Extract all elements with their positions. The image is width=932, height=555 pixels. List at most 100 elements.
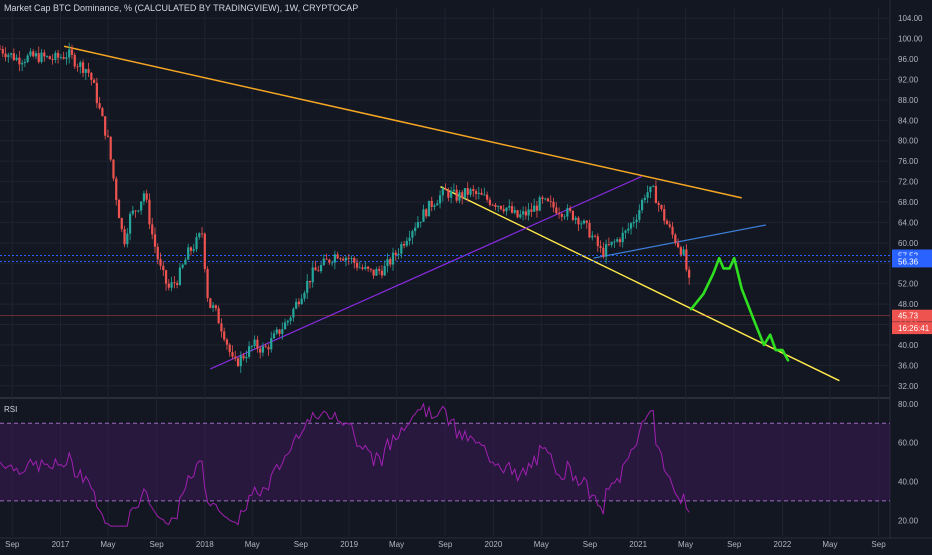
candle-body xyxy=(339,258,342,260)
candle-body xyxy=(577,217,580,225)
candle-body xyxy=(206,268,209,299)
candle-body xyxy=(505,207,508,212)
candle-body xyxy=(533,205,536,212)
candle-body xyxy=(212,305,215,308)
candle-body xyxy=(198,233,201,238)
x-tick-label: 2022 xyxy=(774,540,792,549)
candle-body xyxy=(602,247,605,257)
candle-body xyxy=(571,210,575,220)
candle-body xyxy=(0,48,2,50)
candle-body xyxy=(101,108,104,117)
candle-body xyxy=(610,241,613,245)
candle-body xyxy=(347,257,350,259)
candle-body xyxy=(519,214,522,218)
candle-body xyxy=(281,329,284,334)
y-tick-label: 96.00 xyxy=(898,55,919,64)
candle-body xyxy=(189,247,193,251)
candle-body xyxy=(7,54,10,58)
candle-body xyxy=(123,229,126,245)
candle-body xyxy=(355,262,359,268)
x-tick-label: Sep xyxy=(727,540,742,549)
candle-body xyxy=(328,259,331,263)
candle-body xyxy=(192,249,195,251)
candle-body xyxy=(350,258,353,259)
candle-body xyxy=(682,249,685,255)
x-tick-label: Sep xyxy=(294,540,309,549)
candle-body xyxy=(57,52,60,58)
candle-body xyxy=(120,218,123,230)
candle-body xyxy=(461,192,464,198)
trendline-lower[interactable] xyxy=(440,186,840,382)
x-tick-label: May xyxy=(100,540,115,549)
rsi-tick-label: 20.00 xyxy=(898,516,919,525)
candle-body xyxy=(195,237,198,250)
candle-body xyxy=(441,188,444,196)
candle-body xyxy=(151,224,154,235)
candle-body xyxy=(322,258,325,265)
candle-body xyxy=(544,198,547,200)
candle-body xyxy=(638,210,641,220)
trendline-blue[interactable] xyxy=(593,224,766,259)
candle-body xyxy=(405,240,408,246)
candle-body xyxy=(671,226,674,235)
candle-body xyxy=(613,241,616,243)
candle-body xyxy=(220,323,223,332)
x-tick-label: 2017 xyxy=(52,540,70,549)
candle-body xyxy=(618,239,622,243)
candle-body xyxy=(375,269,378,276)
candle-body xyxy=(438,195,442,204)
candle-body xyxy=(433,205,436,207)
x-tick-label: 2019 xyxy=(340,540,358,549)
candle-body xyxy=(90,72,93,80)
candle-body xyxy=(159,259,162,266)
candle-body xyxy=(663,209,666,221)
trendline-resistance[interactable] xyxy=(63,45,742,199)
rsi-tick-label: 60.00 xyxy=(898,439,919,448)
candle-body xyxy=(242,355,245,359)
trendline-support[interactable] xyxy=(210,175,642,370)
candle-body xyxy=(32,51,35,57)
price-badge xyxy=(892,322,932,335)
candle-body xyxy=(674,234,677,243)
candle-body xyxy=(142,193,146,202)
candle-body xyxy=(181,264,184,268)
candle-body xyxy=(688,269,691,278)
candle-body xyxy=(358,267,361,269)
y-tick-label: 84.00 xyxy=(898,116,919,125)
candle-body xyxy=(463,188,467,198)
candle-body xyxy=(474,190,478,194)
candle-body xyxy=(466,188,469,195)
x-tick-label: Sep xyxy=(438,540,453,549)
candle-body xyxy=(40,52,43,62)
candle-body xyxy=(566,208,569,217)
candle-body xyxy=(527,209,530,216)
candle-body xyxy=(325,258,328,260)
candle-body xyxy=(599,246,602,248)
candle-body xyxy=(264,346,267,348)
candle-body xyxy=(43,52,46,57)
candle-body xyxy=(259,348,262,353)
candle-body xyxy=(629,223,633,229)
candle-body xyxy=(295,301,298,309)
candle-body xyxy=(253,339,256,346)
candle-body xyxy=(247,346,251,357)
candle-body xyxy=(223,331,226,340)
candle-body xyxy=(203,233,206,269)
candle-body xyxy=(104,116,107,136)
candle-body xyxy=(472,189,475,191)
candle-body xyxy=(336,254,339,259)
axis-layer[interactable]: 32.0036.0040.0044.0048.0052.0056.0060.00… xyxy=(5,14,923,549)
candle-body xyxy=(593,235,597,237)
candle-body xyxy=(173,282,176,284)
y-tick-label: 80.00 xyxy=(898,137,919,146)
candle-body xyxy=(278,329,281,334)
rsi-tick-label: 80.00 xyxy=(898,400,919,409)
candle-body xyxy=(236,358,240,367)
candle-body xyxy=(184,259,187,265)
price-badge-label: 45.73 xyxy=(898,312,919,321)
candle-body xyxy=(400,244,403,254)
candle-body xyxy=(317,270,320,272)
candle-body xyxy=(643,197,646,200)
